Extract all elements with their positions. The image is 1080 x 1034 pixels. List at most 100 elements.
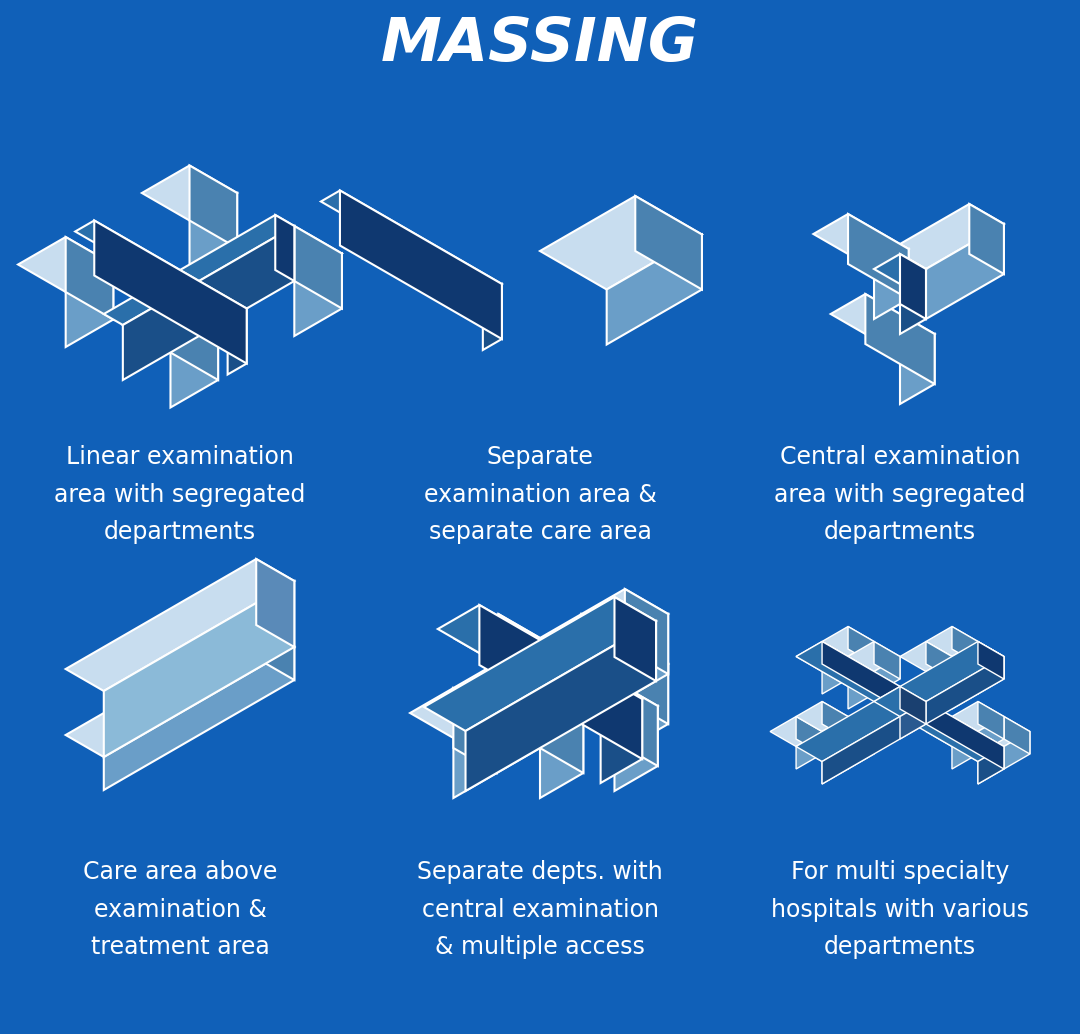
- Polygon shape: [926, 641, 951, 679]
- Polygon shape: [796, 717, 822, 754]
- Polygon shape: [951, 671, 978, 709]
- Polygon shape: [874, 641, 900, 679]
- Text: Separate
examination area &
separate care area: Separate examination area & separate car…: [423, 446, 657, 544]
- Polygon shape: [540, 196, 702, 290]
- Polygon shape: [104, 647, 295, 790]
- Polygon shape: [581, 614, 625, 699]
- Polygon shape: [822, 627, 874, 657]
- Polygon shape: [581, 639, 669, 689]
- Polygon shape: [822, 747, 848, 784]
- Polygon shape: [796, 641, 1004, 761]
- Polygon shape: [497, 688, 583, 738]
- Polygon shape: [978, 747, 1004, 784]
- Polygon shape: [848, 717, 874, 754]
- Polygon shape: [900, 641, 951, 671]
- Polygon shape: [978, 717, 1004, 754]
- Polygon shape: [615, 597, 656, 681]
- Polygon shape: [848, 641, 900, 671]
- Polygon shape: [831, 294, 934, 354]
- Polygon shape: [499, 639, 542, 724]
- Polygon shape: [104, 581, 295, 757]
- Polygon shape: [295, 253, 342, 336]
- Polygon shape: [295, 226, 342, 308]
- Polygon shape: [813, 214, 908, 269]
- Polygon shape: [951, 717, 978, 754]
- Polygon shape: [874, 254, 926, 284]
- Polygon shape: [900, 334, 934, 404]
- Polygon shape: [900, 254, 926, 320]
- Polygon shape: [951, 657, 978, 694]
- Polygon shape: [454, 663, 540, 713]
- Polygon shape: [822, 731, 848, 769]
- Polygon shape: [848, 731, 874, 769]
- Polygon shape: [497, 688, 540, 773]
- Polygon shape: [969, 204, 1004, 274]
- Polygon shape: [538, 614, 625, 664]
- Polygon shape: [822, 717, 874, 747]
- Polygon shape: [424, 597, 656, 731]
- Polygon shape: [796, 701, 848, 731]
- Polygon shape: [848, 641, 874, 679]
- Polygon shape: [228, 308, 246, 374]
- Polygon shape: [796, 731, 822, 769]
- Polygon shape: [951, 641, 1004, 671]
- Polygon shape: [615, 706, 658, 791]
- Polygon shape: [123, 298, 218, 353]
- Polygon shape: [465, 621, 656, 791]
- Polygon shape: [822, 701, 848, 739]
- Polygon shape: [822, 641, 848, 679]
- Polygon shape: [123, 226, 295, 381]
- Polygon shape: [978, 747, 1004, 784]
- Polygon shape: [66, 559, 295, 691]
- Polygon shape: [581, 589, 669, 639]
- Polygon shape: [340, 190, 502, 339]
- Polygon shape: [625, 639, 669, 724]
- Polygon shape: [437, 605, 643, 723]
- Polygon shape: [822, 641, 1004, 769]
- Polygon shape: [822, 657, 1004, 784]
- Polygon shape: [540, 713, 583, 798]
- Polygon shape: [454, 713, 497, 798]
- Polygon shape: [615, 681, 658, 766]
- Polygon shape: [796, 641, 848, 671]
- Polygon shape: [171, 298, 218, 381]
- Polygon shape: [822, 657, 848, 694]
- Polygon shape: [499, 614, 542, 699]
- Polygon shape: [848, 214, 908, 299]
- Polygon shape: [275, 215, 295, 281]
- Polygon shape: [483, 284, 502, 349]
- Polygon shape: [581, 639, 625, 724]
- Polygon shape: [1004, 717, 1030, 754]
- Polygon shape: [66, 265, 113, 347]
- Polygon shape: [926, 657, 978, 687]
- Text: Central examination
area with segregated
departments: Central examination area with segregated…: [774, 446, 1026, 544]
- Polygon shape: [951, 641, 978, 679]
- Polygon shape: [189, 193, 238, 275]
- Text: For multi specialty
hospitals with various
departments: For multi specialty hospitals with vario…: [771, 860, 1029, 959]
- Polygon shape: [796, 641, 1004, 761]
- Polygon shape: [625, 664, 669, 749]
- Polygon shape: [321, 190, 502, 295]
- Polygon shape: [256, 625, 295, 680]
- Text: Linear examination
area with segregated
departments: Linear examination area with segregated …: [54, 446, 306, 544]
- Polygon shape: [978, 641, 1004, 679]
- Polygon shape: [865, 294, 934, 384]
- Polygon shape: [66, 237, 113, 320]
- Polygon shape: [104, 215, 295, 325]
- Text: Separate depts. with
central examination
& multiple access: Separate depts. with central examination…: [417, 860, 663, 959]
- Polygon shape: [76, 220, 246, 320]
- Polygon shape: [951, 731, 1004, 761]
- Polygon shape: [900, 701, 926, 739]
- Polygon shape: [635, 196, 702, 290]
- Polygon shape: [141, 165, 238, 220]
- Polygon shape: [480, 605, 643, 759]
- Polygon shape: [796, 731, 848, 761]
- Polygon shape: [951, 731, 978, 769]
- Polygon shape: [951, 701, 1004, 731]
- Polygon shape: [171, 325, 218, 407]
- Polygon shape: [256, 559, 295, 647]
- Polygon shape: [978, 701, 1004, 739]
- Polygon shape: [455, 614, 542, 664]
- Polygon shape: [848, 671, 874, 709]
- Polygon shape: [926, 717, 978, 747]
